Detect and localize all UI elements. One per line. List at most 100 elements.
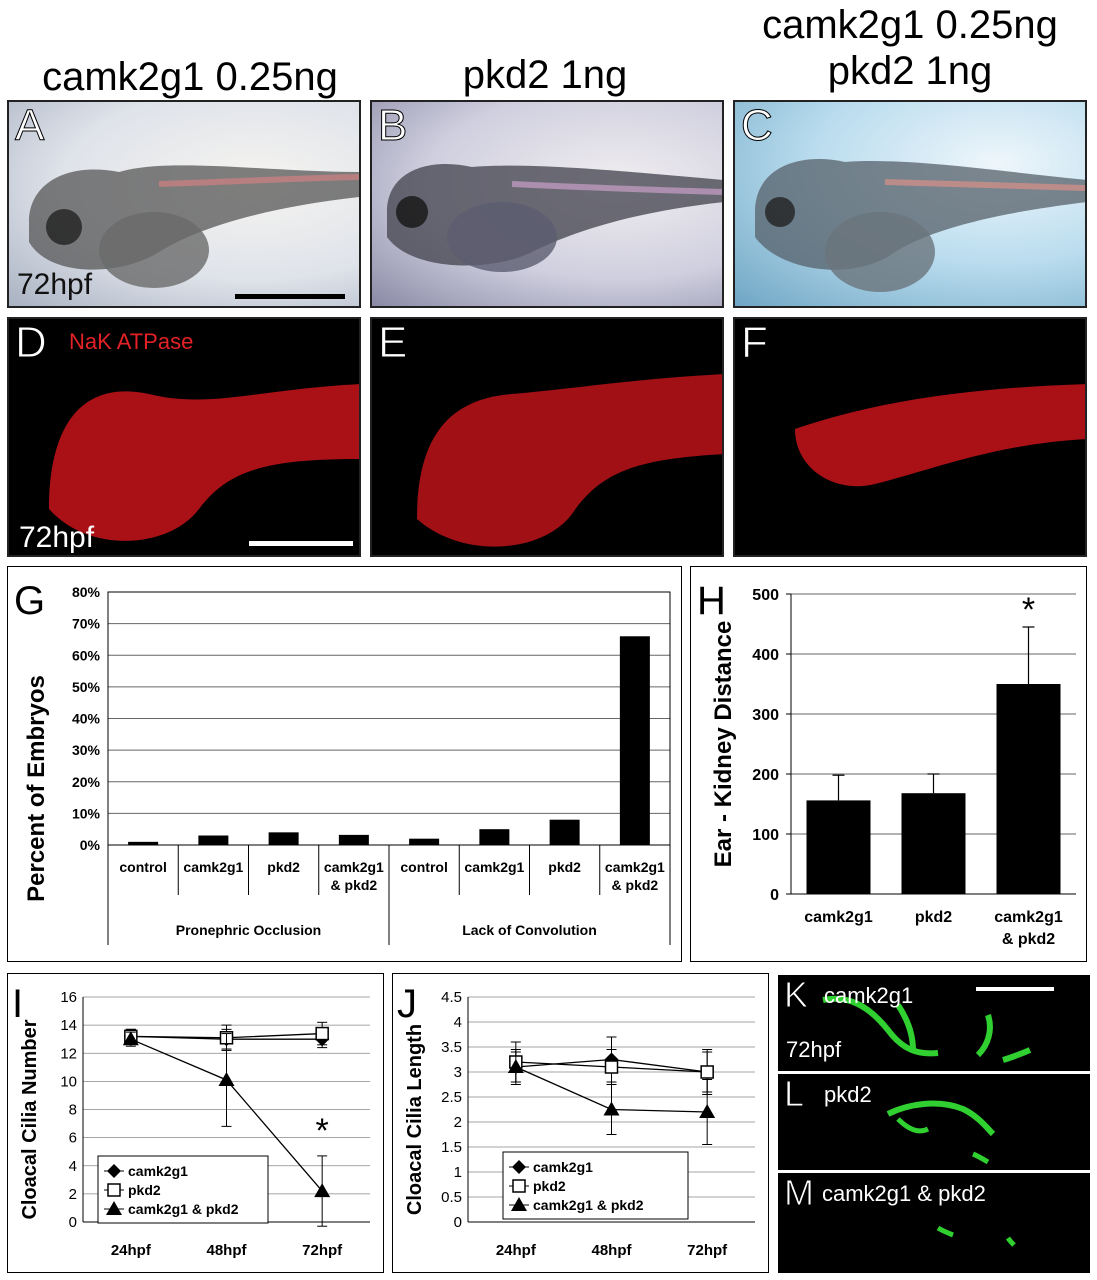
x-tick-label-i: 24hpf: [111, 1242, 152, 1259]
y-axis-title-j: Cloacal Cilia Length: [404, 1024, 426, 1215]
legend-marker-j: [512, 1160, 526, 1174]
y-tick-label-g: 60%: [72, 647, 101, 663]
panel-letter-e: E: [377, 318, 408, 367]
y-tick-label-i: 16: [60, 989, 77, 1006]
legend-box-j: [502, 1151, 689, 1220]
y-tick-label-h: 100: [752, 827, 779, 844]
x-tick-label-i: 48hpf: [206, 1242, 247, 1259]
y-tick-label-i: 10: [60, 1073, 77, 1090]
y-tick-label-g: 50%: [72, 679, 101, 695]
y-tick-label-i: 2: [69, 1186, 77, 1203]
y-tick-label-i: 6: [69, 1130, 77, 1147]
chart-h: 0 100 200 300 400 500 Ear - Kidney Distance cam…: [710, 587, 1076, 948]
header-col-c: camk2g1 0.25ng pkd2 1ng: [740, 2, 1080, 94]
legend-label-j: camk2g1 & pkd2: [533, 1197, 644, 1213]
cilia-l-illustration: [886, 1100, 996, 1165]
time-label-d: 72hpf: [19, 521, 95, 554]
data-point-i: [314, 1183, 331, 1198]
x-tick-label-g: pkd2: [267, 859, 300, 875]
y-axis-title-h: Ear - Kidney Distance: [710, 621, 737, 868]
chart-j-frame: J 0 0.5 1 1.5 2 2.5 3 3.5 4 4.5 24hpf 48hpf 72hpf Clo…: [392, 973, 769, 1273]
y-tick-label-g: 40%: [72, 711, 101, 727]
kidney-d-illustration: [49, 384, 359, 541]
significance-marker-h: *: [1022, 591, 1035, 629]
y-tick-label-j: 1.5: [441, 1139, 462, 1156]
legend-box-i: [97, 1155, 269, 1224]
kidney-e-illustration: [417, 374, 722, 547]
legend-label-i: camk2g1 & pkd2: [128, 1201, 239, 1217]
cilia-label-m: camk2g1 & pkd2: [822, 1181, 986, 1206]
chart-g: 0% 10% 20% 30% 40% 50% 60% 70% 80% Percent of Emb…: [23, 584, 671, 945]
y-tick-label-j: 2: [454, 1114, 462, 1131]
panel-letter-k: K: [783, 975, 809, 1015]
data-point-j: [604, 1060, 619, 1074]
panel-letter-m: M: [784, 1173, 815, 1213]
cilia-label-k: camk2g1: [824, 983, 914, 1008]
scale-bar-d: [249, 541, 353, 546]
x-tick-label-j: 24hpf: [496, 1242, 537, 1259]
header-col-a: camk2g1 0.25ng: [42, 55, 338, 99]
time-label-k: 72hpf: [786, 1037, 842, 1062]
panel-k-cilia-image: K camk2g1 72hpf: [778, 975, 1090, 1071]
y-tick-label-i: 0: [69, 1214, 77, 1231]
cilia-k-illustration: [822, 995, 1032, 1063]
header-col-b: pkd2 1ng: [462, 53, 628, 97]
legend-label-j: camk2g1: [533, 1159, 593, 1175]
x-tick-label-h: camk2g1: [804, 909, 873, 926]
chart-i-frame: I 0 2 4 6 8 10 12 14 16 24hpf 48hpf 72hpf Cloacal Ci…: [7, 973, 384, 1273]
y-tick-label-j: 3: [454, 1064, 462, 1081]
panel-letter-l: L: [783, 1074, 805, 1114]
bar-g: [338, 834, 369, 845]
legend-label-i: pkd2: [128, 1182, 161, 1198]
panel-d-fluorescence-image: D NaK ATPase 72hpf: [7, 317, 361, 557]
y-tick-label-i: 4: [69, 1158, 77, 1175]
header-col-c-line1: camk2g1 0.25ng: [762, 3, 1058, 47]
embryo-b-illustration: [387, 164, 722, 272]
data-point-j: [700, 1065, 714, 1079]
x-tick-label-j: 72hpf: [687, 1242, 728, 1259]
x-tick-label-g: pkd2: [548, 859, 581, 875]
data-point-i: [122, 1031, 139, 1046]
panel-a-embryo-image: A 72hpf: [7, 100, 361, 308]
panel-letter-g: G: [14, 579, 46, 623]
panel-letter-c: C: [741, 101, 774, 150]
y-tick-label-j: 0.5: [441, 1189, 462, 1206]
panel-letter-j: J: [397, 982, 417, 1026]
bar-g: [409, 838, 440, 845]
chart-g-frame: G 0% 10% 20% 30% 40% 50% 60% 70% 80% Percent of E…: [7, 566, 682, 962]
chart-h-frame: H 0 100 200 300 400 500 Ear - Kidney Distance c…: [690, 566, 1087, 962]
x-tick-label-g: & pkd2: [612, 877, 659, 893]
bar-g: [619, 636, 650, 845]
stain-label-d: NaK ATPase: [69, 329, 194, 354]
x-tick-label-g: camk2g1: [464, 859, 524, 875]
panel-letter-f: F: [741, 318, 769, 367]
legend-label-i: camk2g1: [128, 1163, 188, 1179]
legend-marker-i: [107, 1164, 121, 1178]
data-point-i: [218, 1071, 235, 1086]
data-point-j: [603, 1101, 620, 1116]
y-tick-label-i: 8: [69, 1102, 77, 1119]
y-tick-label-j: 4: [454, 1014, 462, 1031]
x-tick-label-i: 72hpf: [302, 1242, 343, 1259]
panel-letter-i: I: [12, 982, 24, 1026]
group-label-g: Pronephric Occlusion: [176, 922, 321, 938]
x-tick-label-h: pkd2: [915, 909, 952, 926]
y-tick-label-h: 0: [770, 887, 779, 904]
scale-bar-k: [976, 987, 1054, 991]
significance-marker-i: *: [316, 1112, 329, 1150]
legend-marker-j: [511, 1197, 527, 1211]
y-tick-label-g: 20%: [72, 774, 101, 790]
panel-l-cilia-image: L pkd2: [778, 1074, 1090, 1170]
cilia-m-illustration: [936, 1225, 1016, 1247]
y-axis-title-g: Percent of Embryos: [23, 675, 50, 902]
y-tick-label-i: 14: [60, 1017, 77, 1034]
data-point-i: [315, 1026, 329, 1041]
y-tick-label-g: 30%: [72, 742, 101, 758]
y-tick-label-g: 80%: [72, 584, 101, 600]
bar-h: [996, 684, 1061, 894]
y-tick-label-h: 200: [752, 767, 779, 784]
legend-marker-i: [106, 1201, 122, 1215]
time-label-a: 72hpf: [17, 268, 93, 301]
kidney-f-illustration: [795, 384, 1085, 487]
x-tick-label-h: & pkd2: [1002, 931, 1055, 948]
